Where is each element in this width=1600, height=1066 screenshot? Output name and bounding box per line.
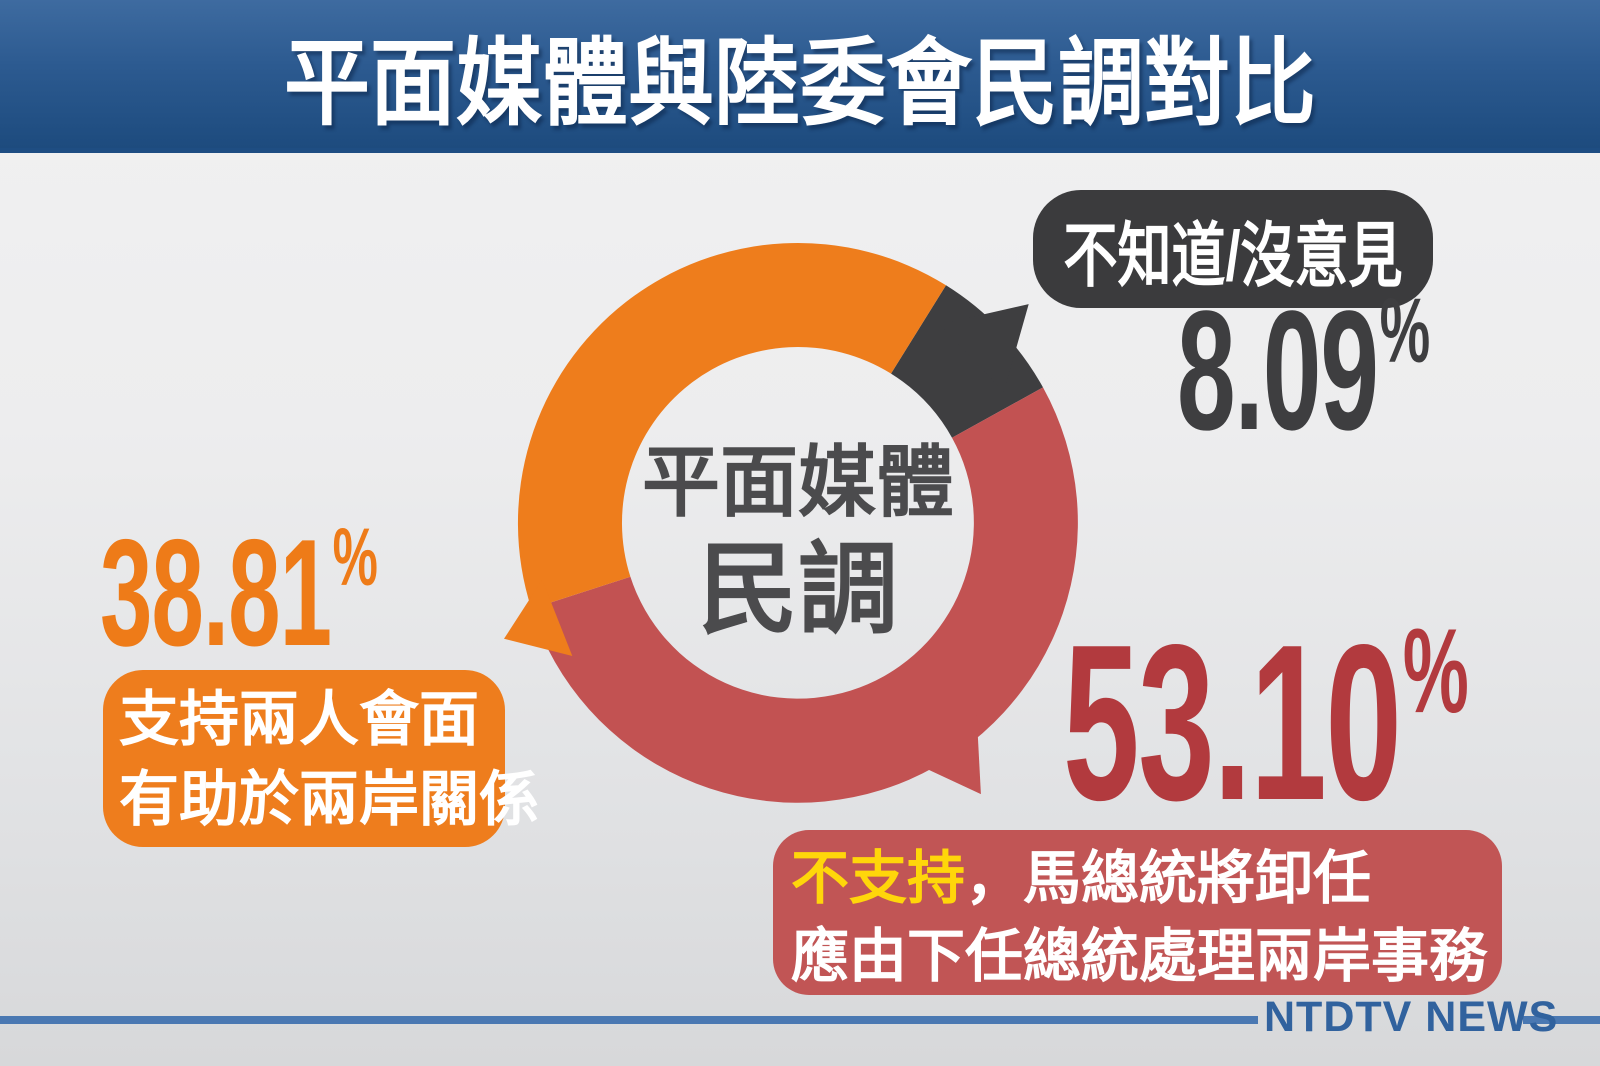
footer-divider-right [1523, 1016, 1600, 1024]
oppose-label-line1-rest: ，馬總統將卸任 [965, 846, 1372, 911]
dont-know-badge-label: 不知道/沒意見 [1063, 217, 1403, 296]
oppose-label-line2: 應由下任總統處理兩岸事務 [791, 924, 1488, 989]
support-value: 38.81% [100, 516, 378, 669]
oppose-label-highlight: 不支持 [791, 846, 966, 911]
oppose-label-box: 不支持，馬總統將卸任 應由下任總統處理兩岸事務 [773, 830, 1502, 995]
dont-know-number: 8.09 [1177, 276, 1379, 466]
oppose-number: 53.10 [1063, 599, 1402, 847]
title-banner: 平面媒體與陸委會民調對比 [0, 0, 1600, 153]
page-title: 平面媒體與陸委會民調對比 [284, 30, 1316, 137]
oppose-label-line1: 不支持，馬總統將卸任 [791, 840, 1502, 918]
support-number: 38.81 [100, 508, 332, 678]
support-percent-sign: % [332, 512, 378, 603]
dont-know-value: 8.09% [1177, 285, 1430, 456]
donut-chart [504, 242, 1078, 803]
oppose-value: 53.10% [1063, 611, 1469, 834]
support-label-line1: 支持兩人會面 [119, 686, 479, 753]
brand-watermark: NTDTV NEWS [1264, 993, 1559, 1041]
footer-divider-left [0, 1016, 1258, 1024]
dont-know-percent-sign: % [1379, 280, 1431, 382]
support-label-line2: 有助於兩岸關係 [119, 766, 539, 833]
dont-know-badge: 不知道/沒意見 [1033, 190, 1433, 308]
support-label-box: 支持兩人會面 有助於兩岸關係 [103, 670, 539, 847]
oppose-percent-sign: % [1402, 604, 1469, 738]
